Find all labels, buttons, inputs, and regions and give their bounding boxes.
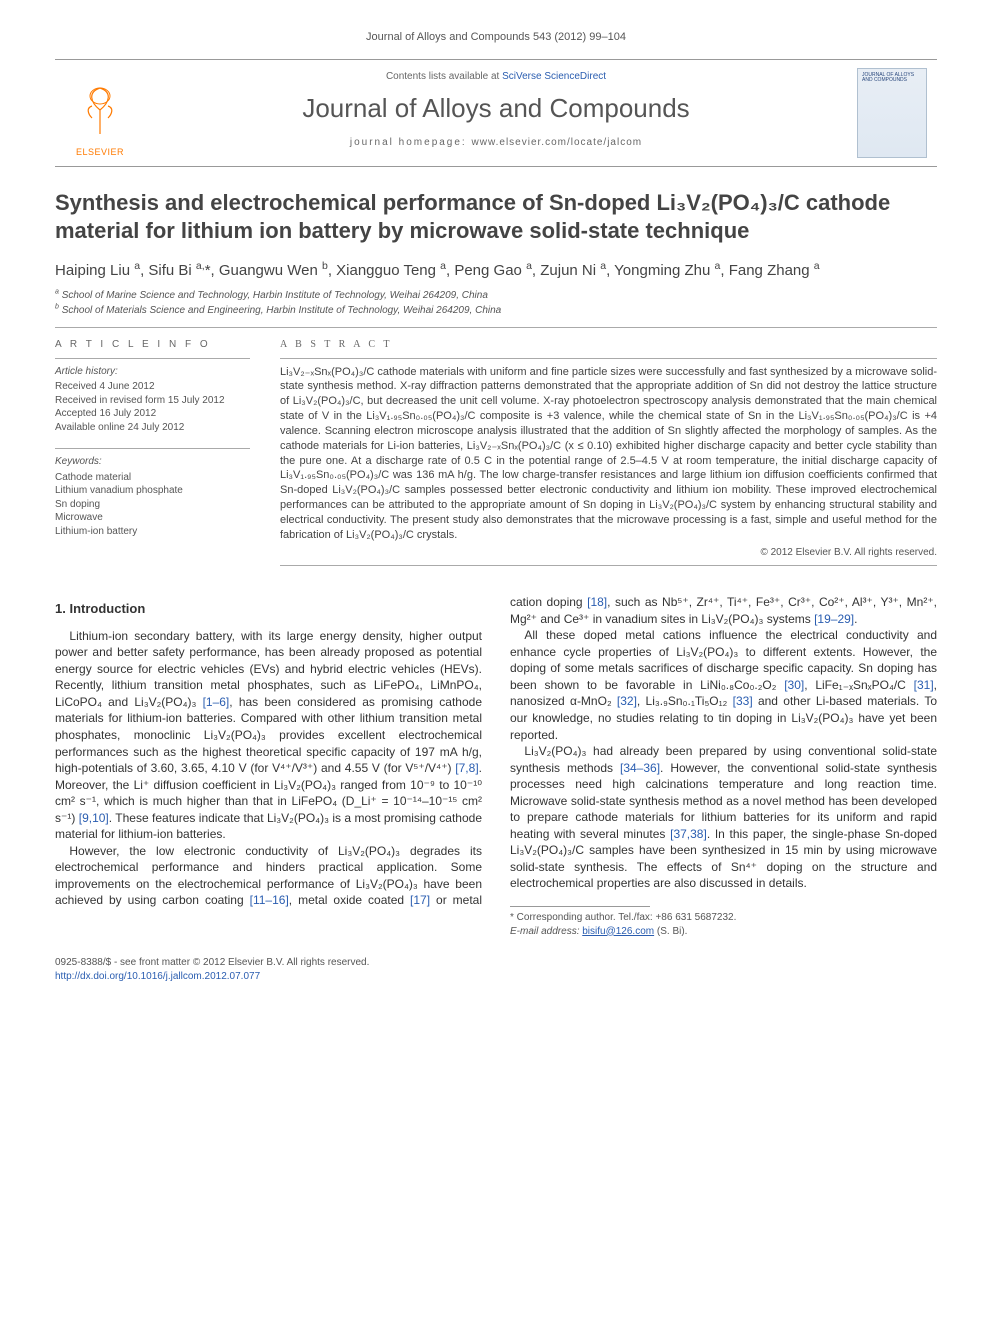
article-title: Synthesis and electrochemical performanc… bbox=[55, 189, 937, 246]
abstract-text: Li₃V₂₋ₓSnₓ(PO₄)₃/C cathode materials wit… bbox=[280, 365, 937, 543]
body-paragraph: All these doped metal cations influence … bbox=[510, 627, 937, 743]
history-item: Received in revised form 15 July 2012 bbox=[55, 394, 250, 408]
keyword-item: Microwave bbox=[55, 511, 250, 525]
corresponding-email-line: E-mail address: bisifu@126.com (S. Bi). bbox=[510, 925, 937, 939]
affiliation-a: a School of Marine Science and Technolog… bbox=[55, 289, 937, 303]
footnotes: * Corresponding author. Tel./fax: +86 63… bbox=[510, 911, 937, 938]
author-list: Haiping Liu a, Sifu Bi a,*, Guangwu Wen … bbox=[55, 260, 937, 281]
history-item: Available online 24 July 2012 bbox=[55, 421, 250, 435]
affiliations: a School of Marine Science and Technolog… bbox=[55, 289, 937, 317]
section-heading-introduction: 1. Introduction bbox=[55, 600, 482, 618]
corresponding-email-link[interactable]: bisifu@126.com bbox=[582, 926, 654, 937]
divider bbox=[55, 327, 937, 328]
keyword-item: Cathode material bbox=[55, 471, 250, 485]
body-paragraph: Li₃V₂(PO₄)₃ had already been prepared by… bbox=[510, 743, 937, 892]
article-info-heading: A R T I C L E I N F O bbox=[55, 338, 250, 352]
elsevier-tree-icon bbox=[70, 82, 130, 142]
article-history-list: Received 4 June 2012 Received in revised… bbox=[55, 380, 250, 434]
footer-front-matter: 0925-8388/$ - see front matter © 2012 El… bbox=[55, 956, 937, 970]
history-item: Accepted 16 July 2012 bbox=[55, 407, 250, 421]
cover-thumb-icon: JOURNAL OF ALLOYS AND COMPOUNDS bbox=[857, 68, 927, 158]
publisher-logo-block: ELSEVIER bbox=[55, 60, 145, 166]
journal-cover-thumb: JOURNAL OF ALLOYS AND COMPOUNDS bbox=[847, 60, 937, 166]
masthead-center: Contents lists available at SciVerse Sci… bbox=[145, 60, 847, 166]
contents-prefix: Contents lists available at bbox=[386, 71, 502, 82]
abstract-column: A B S T R A C T Li₃V₂₋ₓSnₓ(PO₄)₃/C catho… bbox=[280, 338, 937, 572]
article-body: 1. Introduction Lithium-ion secondary ba… bbox=[55, 594, 937, 938]
doi-link[interactable]: http://dx.doi.org/10.1016/j.jallcom.2012… bbox=[55, 971, 260, 982]
keyword-item: Sn doping bbox=[55, 498, 250, 512]
corresponding-author-note: * Corresponding author. Tel./fax: +86 63… bbox=[510, 911, 937, 925]
running-head: Journal of Alloys and Compounds 543 (201… bbox=[55, 30, 937, 45]
corresponding-name: (S. Bi). bbox=[657, 926, 688, 937]
cover-thumb-title: JOURNAL OF ALLOYS AND COMPOUNDS bbox=[862, 73, 922, 84]
body-paragraph: Lithium-ion secondary battery, with its … bbox=[55, 628, 482, 843]
history-item: Received 4 June 2012 bbox=[55, 380, 250, 394]
elsevier-wordmark: ELSEVIER bbox=[76, 146, 124, 158]
email-label: E-mail address: bbox=[510, 926, 579, 937]
abstract-copyright: © 2012 Elsevier B.V. All rights reserved… bbox=[280, 546, 937, 560]
sciencedirect-link[interactable]: SciVerse ScienceDirect bbox=[502, 71, 606, 82]
article-history-label: Article history: bbox=[55, 365, 250, 379]
keyword-item: Lithium-ion battery bbox=[55, 525, 250, 539]
masthead: ELSEVIER Contents lists available at Sci… bbox=[55, 59, 937, 167]
footnote-rule bbox=[510, 906, 650, 907]
homepage-label: journal homepage: bbox=[350, 137, 472, 148]
journal-homepage-line: journal homepage: www.elsevier.com/locat… bbox=[155, 136, 837, 150]
keyword-item: Lithium vanadium phosphate bbox=[55, 484, 250, 498]
keywords-label: Keywords: bbox=[55, 455, 250, 469]
abstract-heading: A B S T R A C T bbox=[280, 338, 937, 352]
keywords-list: Cathode material Lithium vanadium phosph… bbox=[55, 471, 250, 539]
contents-lists-line: Contents lists available at SciVerse Sci… bbox=[155, 70, 837, 84]
affiliation-b: b School of Materials Science and Engine… bbox=[55, 304, 937, 318]
journal-name: Journal of Alloys and Compounds bbox=[155, 91, 837, 126]
homepage-url[interactable]: www.elsevier.com/locate/jalcom bbox=[472, 137, 643, 148]
page-footer: 0925-8388/$ - see front matter © 2012 El… bbox=[55, 956, 937, 983]
article-info-column: A R T I C L E I N F O Article history: R… bbox=[55, 338, 250, 572]
